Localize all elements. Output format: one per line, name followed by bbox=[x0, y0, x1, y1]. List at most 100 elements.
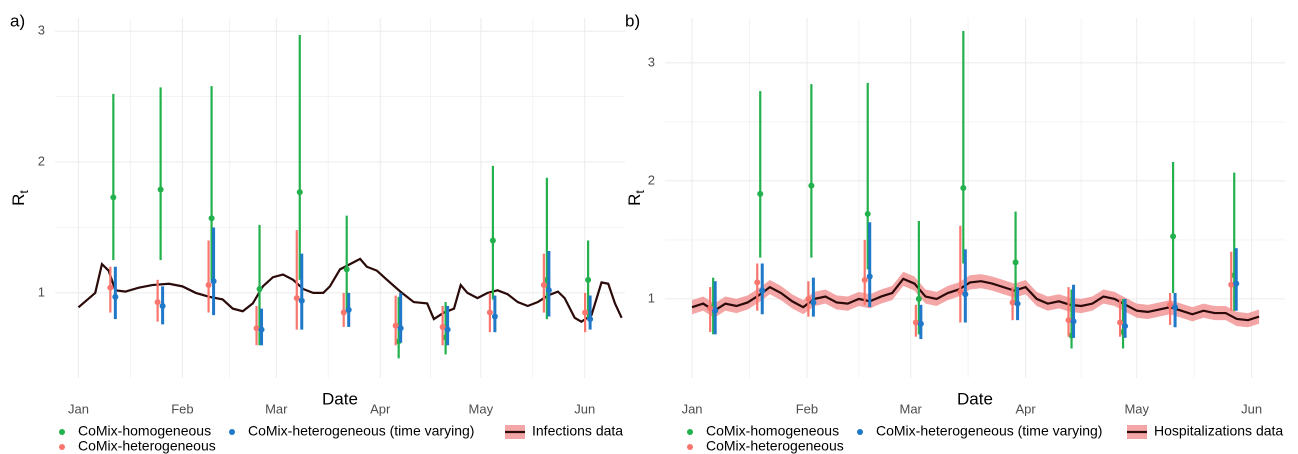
point bbox=[962, 291, 969, 298]
point bbox=[205, 282, 212, 289]
x-tick-label: Jan bbox=[68, 401, 89, 416]
x-tick-label: Jun bbox=[1241, 401, 1262, 416]
x-tick-label: Apr bbox=[370, 401, 391, 416]
legend-label: CoMix-homogeneous bbox=[78, 423, 211, 439]
point bbox=[1172, 304, 1179, 311]
point bbox=[759, 287, 766, 294]
point bbox=[1117, 319, 1124, 326]
point bbox=[960, 184, 967, 191]
legend-label: CoMix-heterogeneous bbox=[78, 438, 216, 454]
x-tick-label: Feb bbox=[171, 401, 193, 416]
point bbox=[1167, 301, 1174, 308]
point bbox=[1070, 318, 1077, 325]
point bbox=[1122, 323, 1129, 330]
point bbox=[1065, 317, 1072, 324]
point bbox=[754, 279, 761, 286]
point bbox=[808, 182, 815, 189]
y-axis-title: Rt bbox=[625, 190, 647, 206]
point bbox=[345, 306, 352, 313]
point bbox=[110, 194, 117, 201]
x-tick-label: Feb bbox=[796, 401, 818, 416]
point bbox=[1012, 259, 1019, 266]
point bbox=[293, 295, 300, 302]
point bbox=[1233, 280, 1240, 287]
x-tick-label: Jun bbox=[574, 401, 595, 416]
y-axis-title-base: R bbox=[9, 194, 28, 206]
panel-label: a) bbox=[10, 11, 25, 30]
point bbox=[486, 309, 493, 316]
legend-key bbox=[59, 444, 65, 450]
point bbox=[439, 323, 446, 330]
point bbox=[587, 316, 594, 323]
legend-key bbox=[59, 429, 65, 435]
point bbox=[1228, 281, 1235, 288]
legend-key bbox=[857, 429, 863, 435]
point bbox=[585, 276, 592, 283]
point bbox=[340, 309, 347, 316]
point bbox=[491, 313, 498, 320]
point bbox=[810, 299, 817, 306]
point bbox=[489, 237, 496, 244]
y-axis-title-sub: t bbox=[17, 190, 31, 194]
point bbox=[444, 326, 451, 333]
point bbox=[917, 320, 924, 327]
x-axis-title: Date bbox=[957, 389, 993, 408]
point bbox=[210, 278, 217, 285]
y-axis-title-base: R bbox=[625, 194, 644, 206]
point bbox=[540, 282, 547, 289]
legend-key bbox=[687, 444, 693, 450]
point bbox=[912, 319, 919, 326]
x-tick-label: May bbox=[469, 401, 494, 416]
point bbox=[253, 325, 260, 332]
legend-label: CoMix-homogeneous bbox=[706, 423, 839, 439]
y-tick-label: 2 bbox=[38, 153, 45, 168]
x-tick-label: Mar bbox=[900, 401, 923, 416]
legend-label: CoMix-heterogeneous (time varying) bbox=[876, 423, 1102, 439]
point bbox=[545, 287, 552, 294]
point bbox=[208, 215, 215, 222]
legend-label: CoMix-heterogeneous bbox=[706, 438, 844, 454]
point bbox=[397, 325, 404, 332]
point bbox=[915, 295, 922, 302]
point bbox=[107, 284, 114, 291]
point bbox=[154, 299, 161, 306]
point bbox=[343, 266, 350, 273]
point bbox=[805, 295, 812, 302]
data-line bbox=[691, 277, 1260, 322]
legend-label: CoMix-heterogeneous (time varying) bbox=[248, 423, 474, 439]
y-tick-label: 3 bbox=[648, 54, 655, 69]
y-tick-label: 3 bbox=[38, 23, 45, 38]
point bbox=[1009, 299, 1016, 306]
point bbox=[1014, 300, 1021, 307]
point bbox=[861, 277, 868, 284]
panel-label: b) bbox=[625, 11, 640, 30]
point bbox=[392, 322, 399, 329]
x-tick-label: Jan bbox=[682, 401, 703, 416]
x-tick-label: Mar bbox=[265, 401, 288, 416]
point bbox=[582, 309, 589, 316]
point bbox=[1170, 233, 1177, 240]
y-axis-title-sub: t bbox=[633, 190, 647, 194]
x-axis-title: Date bbox=[322, 389, 358, 408]
y-tick-label: 1 bbox=[648, 290, 655, 305]
point bbox=[258, 326, 265, 333]
legend-label: Infections data bbox=[532, 423, 623, 439]
point bbox=[256, 285, 263, 292]
point bbox=[159, 303, 166, 309]
legend-key bbox=[229, 429, 235, 435]
x-tick-label: May bbox=[1124, 401, 1149, 416]
point bbox=[712, 307, 719, 314]
point bbox=[112, 293, 119, 300]
point bbox=[296, 189, 303, 196]
point bbox=[707, 305, 714, 312]
x-tick-label: Apr bbox=[1015, 401, 1036, 416]
y-axis-title: Rt bbox=[9, 190, 31, 206]
y-tick-label: 2 bbox=[648, 172, 655, 187]
legend-label: Hospitalizations data bbox=[1154, 423, 1283, 439]
point bbox=[757, 190, 764, 197]
y-tick-label: 1 bbox=[38, 284, 45, 299]
point bbox=[864, 210, 871, 217]
legend-key bbox=[687, 429, 693, 435]
point bbox=[957, 288, 964, 295]
